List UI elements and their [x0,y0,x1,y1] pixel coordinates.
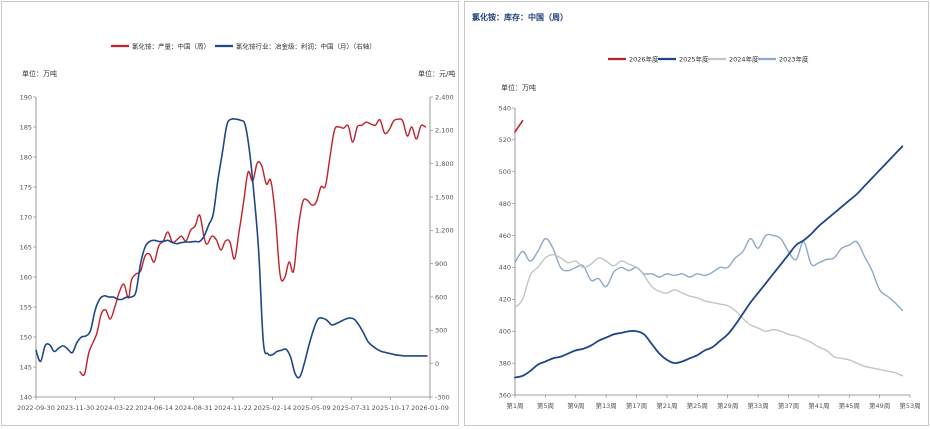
inventory-y-tick-label: 360 [499,391,511,399]
inventory-y-tick-label: 380 [499,359,511,367]
x-tick-label: 2022-09-30 [17,404,55,412]
right-legend: 2026年度 2025年度 2024年度 2023年度 [608,55,809,64]
right-chart-axes: 360 380 400 420 440 460 480 500 520 540 第1周 第5周 第9周 第… [499,104,921,410]
x-tick-label: 2024-08-31 [175,404,213,412]
production-line [79,118,427,377]
left-y-tick-label: 175 [20,183,32,191]
right-y-tick-label: 600 [435,293,447,301]
inventory-x-tick-label: 第49周 [869,401,890,410]
inventory-y-tick-label: 540 [499,104,511,112]
right-chart-lines [514,119,904,379]
right-y-tick-label: -300 [435,393,450,401]
inventory-x-tick-label: 第17周 [626,401,647,410]
x-tick-label: 2023-11-30 [57,404,95,412]
x-tick-label: 2025-07-31 [332,404,370,412]
left-chart: 氯化铵：产量：中国（周） 氯化铵行业：冶金级：利润：中国（月）（右轴） 单位：万… [17,42,455,413]
legend-label-2025: 2025年度 [679,55,709,64]
left-panel-border [1,1,459,426]
inventory-y-tick-label: 520 [499,136,511,144]
right-y-tick-label: 1,800 [435,160,454,168]
x-tick-label: 2025-02-14 [254,404,292,412]
left-chart-axes: 140 145 150 155 160 165 170 175 180 185 190 -300 0 30… [17,93,454,412]
right-axis-unit: 单位：元/吨 [418,69,455,78]
x-tick-label: 2025-10-17 [372,404,410,412]
right-chart: 氯化铵：库存：中国（周） 2026年度 2025年度 2024年度 2023年度… [472,12,921,410]
inventory-line-2023 [514,233,904,312]
inventory-line-2024 [514,253,904,377]
left-y-tick-label: 160 [20,273,32,281]
inventory-y-tick-label: 480 [499,200,511,208]
right-y-tick-label: 300 [435,327,447,335]
left-y-tick-label: 155 [20,303,32,311]
right-chart-title: 氯化铵：库存：中国（周） [472,12,568,22]
right-chart-axis-unit: 单位：万吨 [501,83,536,92]
left-y-tick-label: 170 [20,213,32,221]
left-legend: 氯化铵：产量：中国（周） 氯化铵行业：冶金级：利润：中国（月）（右轴） [111,42,376,51]
inventory-x-tick-label: 第29周 [717,401,738,410]
legend-label-2023: 2023年度 [779,55,809,64]
legend-label-2026: 2026年度 [629,55,659,64]
left-y-tick-label: 185 [20,123,32,131]
left-y-tick-label: 180 [20,153,32,161]
x-tick-label: 2025-05-09 [293,404,331,412]
right-y-tick-label: 1,500 [435,193,454,201]
inventory-x-tick-label: 第45周 [839,401,860,410]
right-y-tick-label: 1,200 [435,227,454,235]
x-tick-label: 2024-03-22 [96,404,134,412]
inventory-x-tick-label: 第33周 [747,401,768,410]
inventory-line-2025 [514,145,904,379]
inventory-x-tick-label: 第25周 [687,401,708,410]
legend-label-production: 氯化铵：产量：中国（周） [132,42,210,51]
x-tick-label: 2026-01-09 [411,404,449,412]
x-tick-label: 2024-11-22 [214,404,252,412]
right-y-tick-label: 2,400 [435,93,454,101]
inventory-x-tick-label: 第5周 [537,401,554,410]
profit-line [35,117,428,379]
inventory-x-tick-label: 第21周 [656,401,677,410]
left-y-tick-label: 145 [20,363,32,371]
x-tick-label: 2024-06-14 [135,404,173,412]
inventory-y-tick-label: 440 [499,264,511,272]
right-y-tick-label: 2,100 [435,127,454,135]
inventory-y-tick-label: 400 [499,328,511,336]
inventory-x-tick-label: 第9周 [567,401,584,410]
left-y-tick-label: 190 [20,93,32,101]
inventory-x-tick-label: 第1周 [506,401,523,410]
inventory-x-tick-label: 第37周 [778,401,799,410]
legend-label-profit: 氯化铵行业：冶金级：利润：中国（月）（右轴） [236,42,376,51]
inventory-x-tick-label: 第41周 [808,401,829,410]
left-chart-lines [35,117,428,379]
legend-label-2024: 2024年度 [729,55,759,64]
inventory-line-2026 [514,119,524,133]
inventory-y-tick-label: 500 [499,168,511,176]
inventory-y-tick-label: 460 [499,232,511,240]
inventory-x-tick-label: 第13周 [596,401,617,410]
left-y-tick-label: 165 [20,243,32,251]
left-y-tick-label: 150 [20,333,32,341]
inventory-y-tick-label: 420 [499,296,511,304]
left-y-tick-label: 140 [20,393,32,401]
left-axis-unit: 单位：万吨 [22,69,57,78]
right-y-tick-label: 900 [435,260,447,268]
right-panel-border [464,1,929,426]
right-y-tick-label: 0 [435,360,439,368]
inventory-x-tick-label: 第53周 [899,401,920,410]
